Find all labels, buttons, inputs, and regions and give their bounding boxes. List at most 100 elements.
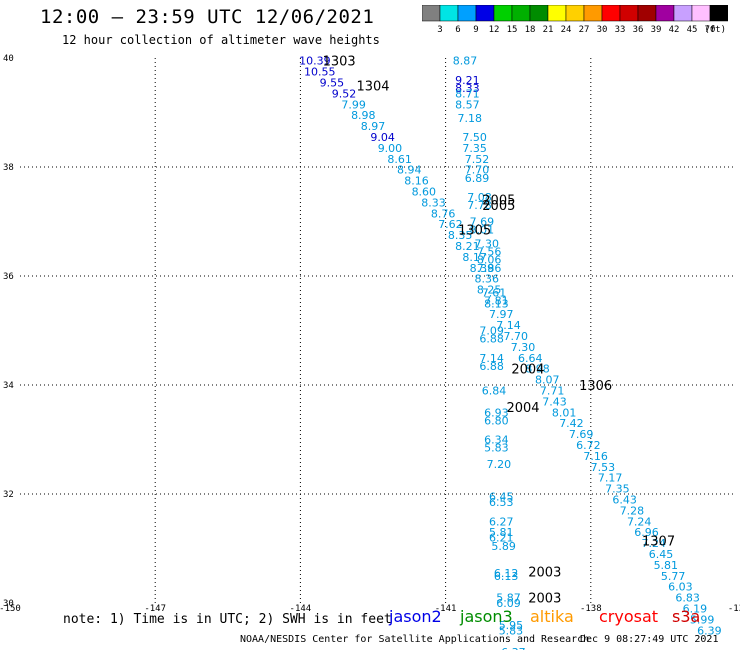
wave-height-point: 5.81 [654,559,679,572]
pass-time-label: 2003 [528,592,561,607]
pass-time-label: 2005 [482,194,515,209]
wave-height-point: 6.09 [496,597,521,610]
wave-height-point: 7.35 [605,483,630,496]
wave-height-point: 7.16 [583,450,608,463]
wave-height-point: 7.78 [467,199,492,212]
legend-jason3: jason3 [460,607,513,626]
wave-height-point: 8.94 [397,164,422,177]
wave-height-point: 6.88 [479,360,504,373]
wave-height-point: 6.03 [668,581,693,594]
wave-height-point: 7.35 [462,142,487,155]
wave-height-point: 8.01 [552,406,577,419]
wave-height-point: 9.21 [455,74,480,87]
x-tick-label: -13 [728,604,740,614]
wave-height-point: 7.43 [542,395,567,408]
y-tick-label: 38 [3,163,14,173]
wave-height-point: 8.97 [361,120,386,133]
wave-height-point: 6.84 [482,384,507,397]
wave-height-point: 8.33 [421,196,446,209]
wave-height-point: 7.99 [341,98,366,111]
colorbar-tick-label: 3 [437,25,442,35]
wave-height-point: 8.71 [455,87,480,100]
wave-height-point: 7.70 [465,164,490,177]
wave-height-point: 5.83 [499,624,524,637]
legend-jason2: jason2 [389,607,442,626]
wave-height-point: 9.52 [332,87,357,100]
wave-height-point: 8.61 [387,153,412,166]
wave-height-point: 8.98 [351,109,376,122]
wave-height-point: 8.33 [455,82,480,95]
colorbar-tick-label: 45 [687,25,698,35]
colorbar-tick-label: 24 [561,25,572,35]
wave-height-point: 8.21 [455,240,480,253]
wave-height-point: 5.81 [489,526,514,539]
wave-height-point: 7.61 [482,286,507,299]
wave-height-point: 5.87 [496,592,521,605]
colorbar-tick-label: 27 [579,25,590,35]
footer-note: note: 1) Time is in UTC; 2) SWH is in fe… [63,612,392,627]
wave-height-point: 6.21 [489,532,514,545]
wave-height-point: 9.04 [370,131,395,144]
wave-height-point: 6.45 [489,491,514,504]
x-tick-label: -138 [580,604,602,614]
pass-time-label: 1307 [642,534,675,549]
wave-height-point: 7.24 [641,537,666,550]
credit-line: NOAA/NESDIS Center for Satellite Applica… [240,634,590,645]
wave-height-point: 6.83 [675,592,700,605]
page-title: 12:00 – 23:59 UTC 12/06/2021 [40,6,375,28]
wave-height-point: 7.18 [458,112,483,125]
colorbar-tick-label: 30 [597,25,608,35]
wave-height-point: 7.20 [487,458,512,471]
wave-height-point: 6.88 [479,333,504,346]
y-tick-label: 40 [3,54,14,64]
wave-height-point: 8.39 [470,262,495,275]
wave-height-point: 8.01 [470,224,495,237]
wave-height-point: 10.55 [304,66,336,79]
wave-height-point: 6.96 [634,526,659,539]
legend-cryosat: cryosat [599,607,659,626]
wave-height-point: 7.42 [559,417,584,430]
wave-height-point: 7.97 [489,308,514,321]
wave-height-point: 7.30 [511,341,536,354]
x-tick-label: -144 [290,604,312,614]
wave-height-point: 9.00 [378,142,403,155]
wave-height-point: 8.35 [448,229,473,242]
colorbar-tick-label: 6 [455,25,460,35]
colorbar-tick-label: 70 [705,25,716,35]
colorbar-swatch [709,5,728,22]
colorbar-tick-label: 33 [615,25,626,35]
wave-height-point: 8.36 [474,273,499,286]
wave-height-point: 8.98 [525,363,550,376]
wave-height-point: 6.53 [489,496,514,509]
wave-height-point: 7.08 [467,191,492,204]
wave-height-point: 5.89 [491,540,516,553]
wave-height-point: 6.72 [576,439,601,452]
x-tick-label: -147 [144,604,166,614]
colorbar-tick-label: 21 [543,25,554,35]
wave-height-point: 8.57 [455,98,480,111]
page-subtitle: 12 hour collection of altimeter wave hei… [62,33,380,47]
legend-altika: altika [530,607,574,626]
wave-height-point: 7.52 [465,153,490,166]
wave-height-point: 8.87 [453,55,478,68]
wave-height-point: 6.80 [484,414,509,427]
pass-time-label: 1305 [458,224,491,239]
wave-height-point: 6.27 [489,515,514,528]
wave-height-point: 5.83 [484,442,509,455]
y-tick-label: 32 [3,490,14,500]
wave-height-point: 7.86 [477,262,502,275]
wave-height-point: 5.77 [661,570,686,583]
wave-height-point: 8.60 [412,186,437,199]
wave-height-point: 7.24 [627,515,652,528]
wave-height-point: 6.45 [649,548,674,561]
wave-height-point: 6.37 [501,646,526,650]
pass-time-label: 2004 [506,401,539,416]
wave-height-point: 8.17 [462,251,487,264]
wave-height-point: 8.13 [484,297,509,310]
wave-height-point: 7.70 [504,330,529,343]
wave-height-point: 7.50 [462,131,487,144]
wave-height-point: 7.62 [438,218,463,231]
wave-height-point: 7.14 [479,352,504,365]
wave-height-point: 7.81 [484,295,509,308]
y-tick-label: 36 [3,272,14,282]
